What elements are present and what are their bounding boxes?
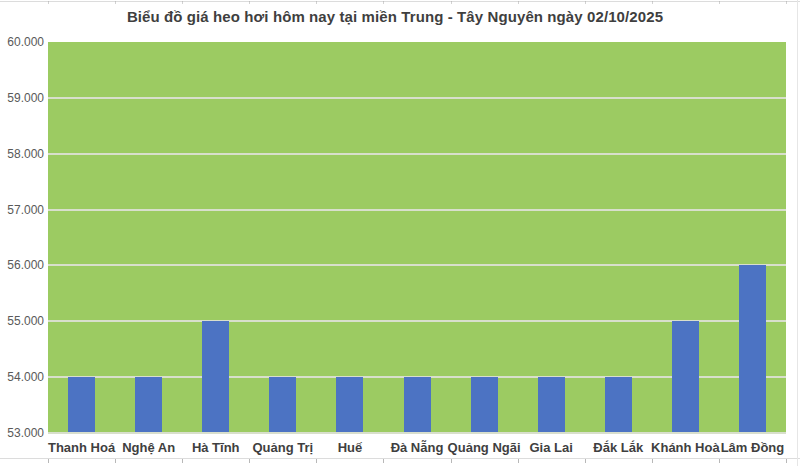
gridline-58000 bbox=[48, 153, 786, 155]
x-axis-tick-mark bbox=[585, 459, 586, 463]
y-tick-label-53.000: 53.000 bbox=[0, 427, 44, 439]
cropped-top-tick-mark bbox=[451, 1, 452, 4]
cropped-top-tick-mark bbox=[719, 1, 720, 4]
cropped-top-tick-mark bbox=[249, 1, 250, 4]
cropped-top-tick-mark bbox=[786, 1, 787, 4]
x-category-label-Hà Tĩnh: Hà Tĩnh bbox=[192, 440, 240, 455]
bar-Huế bbox=[336, 377, 363, 433]
cropped-top-tick-mark bbox=[182, 1, 183, 4]
bar-Đà Nẵng bbox=[404, 377, 431, 433]
y-tick-label-59.000: 59.000 bbox=[0, 92, 44, 104]
x-category-label-Quảng Ngãi: Quảng Ngãi bbox=[448, 440, 521, 455]
x-category-label-Gia Lai: Gia Lai bbox=[529, 440, 572, 455]
bar-Gia Lai bbox=[538, 377, 565, 433]
x-category-label-Đà Nẵng: Đà Nẵng bbox=[391, 440, 444, 455]
bar-Khánh Hoà bbox=[672, 321, 699, 433]
gridline-56000 bbox=[48, 264, 786, 266]
x-category-label-Nghệ An: Nghệ An bbox=[122, 440, 175, 455]
cropped-top-tick-mark bbox=[518, 1, 519, 4]
cropped-top-tick-mark bbox=[48, 1, 49, 4]
x-axis-tick-mark bbox=[786, 459, 787, 463]
chart-title: Biểu đồ giá heo hơi hôm nay tại miền Tru… bbox=[0, 8, 790, 25]
x-axis-tick-mark bbox=[719, 459, 720, 463]
y-tick-label-60.000: 60.000 bbox=[0, 36, 44, 48]
x-axis-tick-mark bbox=[451, 459, 452, 463]
x-axis-tick-mark bbox=[518, 459, 519, 463]
x-axis-tick-mark bbox=[48, 459, 49, 463]
y-tick-label-55.000: 55.000 bbox=[0, 315, 44, 327]
bar-Nghệ An bbox=[135, 377, 162, 433]
x-category-label-Lâm Đồng: Lâm Đồng bbox=[721, 440, 785, 455]
x-category-label-Huế: Huế bbox=[338, 440, 363, 455]
x-axis-tick-mark bbox=[316, 459, 317, 463]
x-axis-tick-mark bbox=[249, 459, 250, 463]
x-category-label-Khánh Hoà: Khánh Hoà bbox=[651, 440, 720, 455]
bar-Hà Tĩnh bbox=[202, 321, 229, 433]
cropped-chart-frame-top bbox=[0, 1, 800, 2]
y-tick-label-57.000: 57.000 bbox=[0, 204, 44, 216]
cropped-top-tick-mark bbox=[652, 1, 653, 4]
price-bar-chart: Biểu đồ giá heo hơi hôm nay tại miền Tru… bbox=[0, 0, 800, 466]
cropped-top-tick-mark bbox=[316, 1, 317, 4]
cropped-top-tick-mark bbox=[115, 1, 116, 4]
bar-Quảng Trị bbox=[269, 377, 296, 433]
bar-Thanh Hoá bbox=[68, 377, 95, 433]
bar-Quảng Ngãi bbox=[471, 377, 498, 433]
gridline-57000 bbox=[48, 209, 786, 211]
plot-bottom-edge bbox=[48, 432, 786, 434]
y-tick-label-54.000: 54.000 bbox=[0, 371, 44, 383]
bar-Lâm Đồng bbox=[739, 265, 766, 433]
plot-area bbox=[48, 42, 786, 433]
x-category-label-Thanh Hoá: Thanh Hoá bbox=[48, 440, 115, 455]
x-category-label-Đắk Lắk: Đắk Lắk bbox=[593, 440, 643, 455]
chart-frame-bottom bbox=[0, 458, 800, 459]
x-axis-tick-mark bbox=[383, 459, 384, 463]
x-category-label-Quảng Trị: Quảng Trị bbox=[252, 440, 313, 455]
gridline-59000 bbox=[48, 97, 786, 99]
page-scrollbar-edge bbox=[797, 0, 798, 466]
y-tick-label-58.000: 58.000 bbox=[0, 148, 44, 160]
x-axis-tick-mark bbox=[182, 459, 183, 463]
x-axis-tick-mark bbox=[115, 459, 116, 463]
cropped-top-tick-mark bbox=[383, 1, 384, 4]
cropped-top-tick-mark bbox=[585, 1, 586, 4]
y-tick-label-56.000: 56.000 bbox=[0, 259, 44, 271]
bar-Đắk Lắk bbox=[605, 377, 632, 433]
x-axis-tick-mark bbox=[652, 459, 653, 463]
